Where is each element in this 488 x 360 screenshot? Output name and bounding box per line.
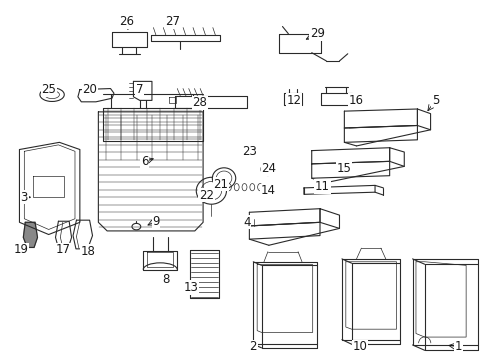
- Text: 16: 16: [348, 94, 363, 107]
- Text: 6: 6: [141, 155, 148, 168]
- Text: 10: 10: [352, 340, 367, 353]
- Polygon shape: [23, 222, 38, 247]
- Text: 1: 1: [454, 340, 462, 353]
- Text: 3: 3: [20, 191, 28, 204]
- Text: 11: 11: [314, 180, 329, 193]
- Text: 19: 19: [14, 243, 29, 256]
- Text: 18: 18: [80, 244, 95, 257]
- Text: 17: 17: [56, 243, 71, 256]
- Text: 2: 2: [249, 340, 257, 353]
- Text: 28: 28: [192, 96, 207, 109]
- Text: 29: 29: [309, 27, 325, 40]
- Text: 12: 12: [286, 94, 301, 107]
- Text: 14: 14: [260, 184, 275, 197]
- Text: 25: 25: [41, 83, 56, 96]
- Text: 22: 22: [199, 189, 214, 202]
- Text: 26: 26: [119, 15, 134, 28]
- Text: 15: 15: [336, 162, 351, 175]
- Text: 20: 20: [82, 83, 97, 96]
- Text: 9: 9: [152, 215, 159, 228]
- Text: 8: 8: [162, 273, 169, 286]
- Text: 21: 21: [213, 178, 228, 191]
- Text: 5: 5: [431, 94, 438, 107]
- Text: 23: 23: [242, 145, 256, 158]
- Text: 24: 24: [261, 162, 276, 175]
- Text: 27: 27: [164, 15, 180, 28]
- Text: 13: 13: [183, 281, 198, 294]
- Text: 4: 4: [243, 216, 250, 229]
- Text: 7: 7: [136, 83, 143, 96]
